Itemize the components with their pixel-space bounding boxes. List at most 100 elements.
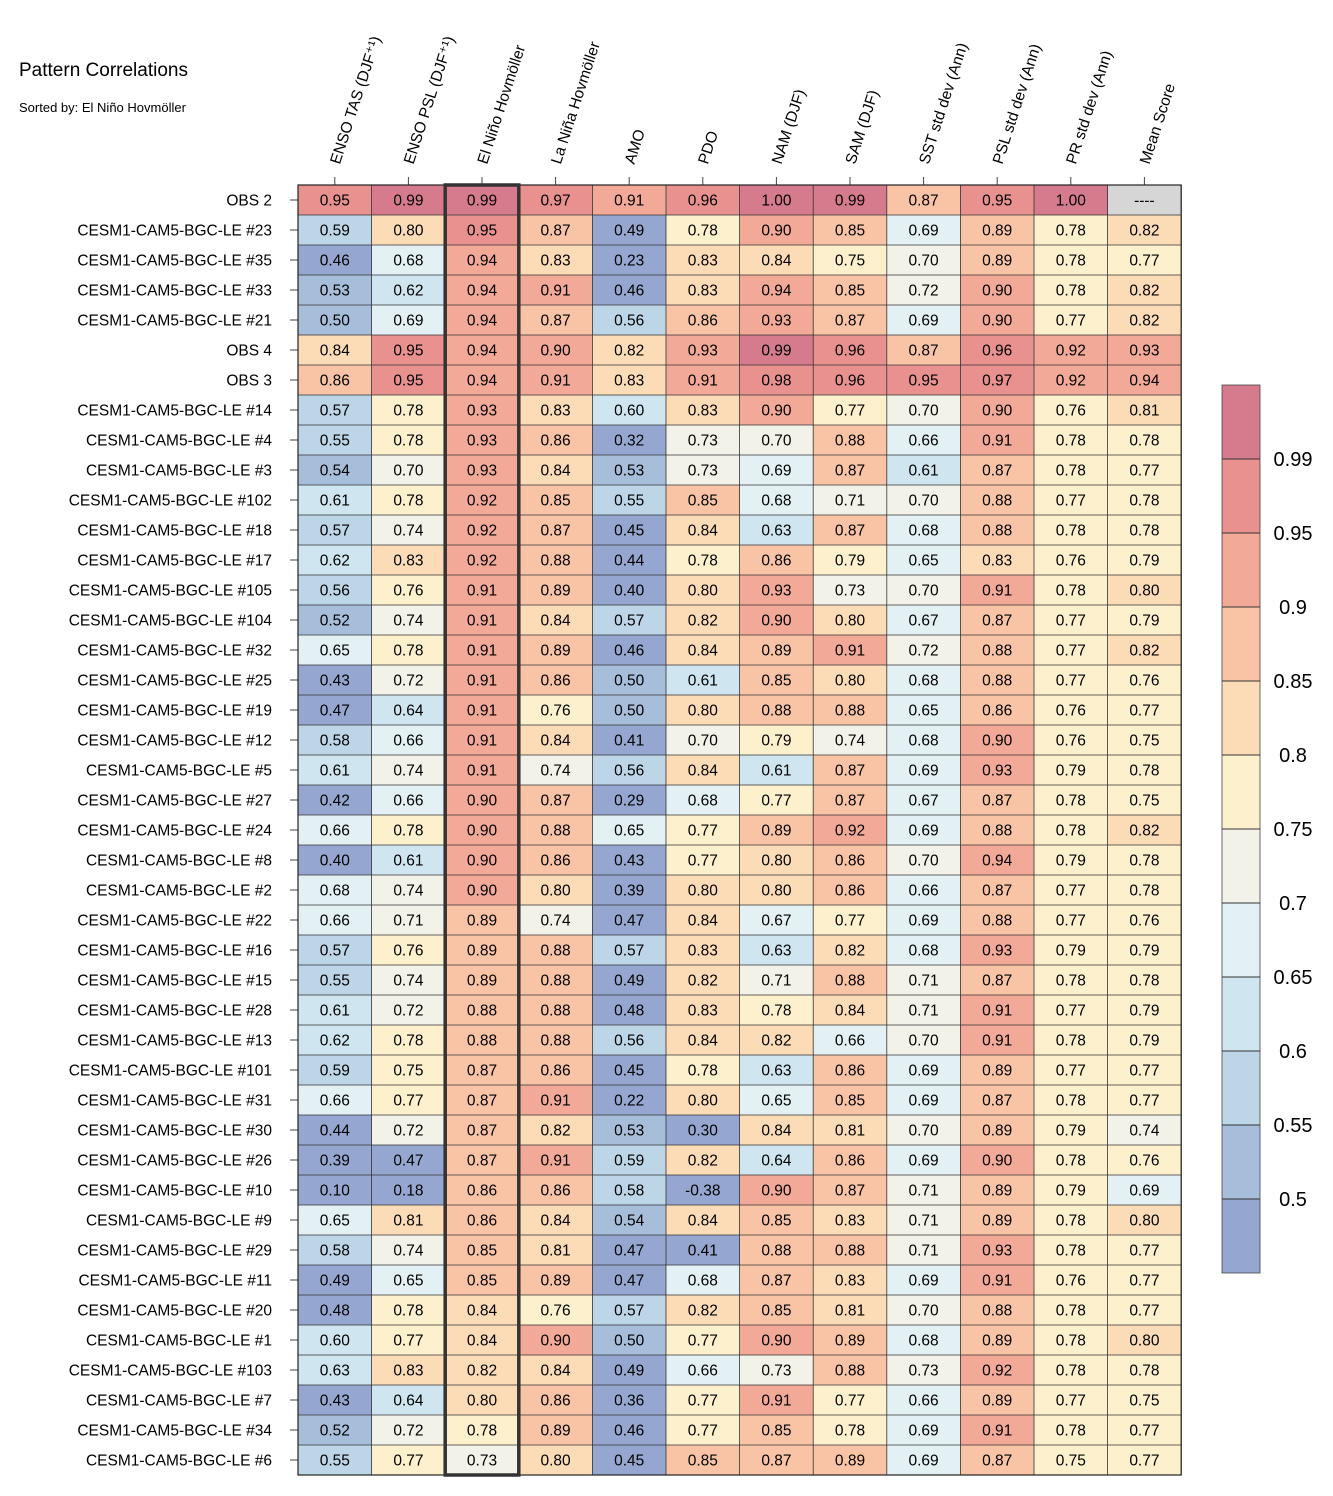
cell-value: 0.85 [688,493,718,510]
cell-value: 0.68 [688,1273,718,1290]
cell-value: 0.87 [835,523,865,540]
cell-value: 0.92 [835,823,865,840]
cell-value: 0.88 [835,973,865,990]
cell-value: 0.67 [909,793,939,810]
colorbar-segment [1222,459,1260,533]
heatmap-cell [1034,995,1108,1025]
row-label: CESM1-CAM5-BGC-LE #24 [77,823,272,840]
heatmap-cell [298,755,372,785]
heatmap-cell [1107,455,1182,485]
cell-value: 0.82 [614,343,644,360]
cell-value: 0.88 [761,703,791,720]
cell-value: 0.69 [909,1093,939,1110]
heatmap-cell [1107,275,1182,305]
cell-value: 0.78 [1056,433,1086,450]
heatmap-cell [371,1115,446,1145]
cell-value: 0.55 [320,1453,350,1470]
cell-value: 0.43 [614,853,644,870]
heatmap-cell [1107,305,1182,335]
cell-value: 0.96 [982,343,1012,360]
cell-value: 0.69 [761,463,791,480]
cell-value: 0.66 [320,823,350,840]
cell-value: 0.77 [688,1423,718,1440]
cell-value: 0.67 [909,613,939,630]
heatmap-cell [1034,815,1108,845]
colorbar-tick-label: 0.7 [1279,893,1307,915]
row-label: CESM1-CAM5-BGC-LE #101 [69,1063,272,1080]
cell-value: 0.88 [835,1243,865,1260]
heatmap-cell [739,275,814,305]
heatmap-cell [739,305,814,335]
heatmap-cell [960,725,1034,755]
heatmap-cell [813,605,887,635]
heatmap-cell [298,965,372,995]
cell-value: 0.88 [761,1243,791,1260]
heatmap-cell [592,1265,666,1295]
heatmap-cell [666,725,740,755]
cell-value: 0.83 [688,403,718,420]
heatmap-cell [666,665,740,695]
cell-value: 0.78 [1056,1303,1086,1320]
cell-value: 0.84 [688,523,719,540]
cell-value: 0.77 [1056,493,1086,510]
cell-value: 0.83 [835,1273,865,1290]
cell-value: 0.95 [467,223,497,240]
heatmap-cell [445,1265,519,1295]
heatmap-cell [592,785,666,815]
cell-value: 0.71 [761,973,791,990]
heatmap-cell [886,875,961,905]
cell-value: 0.73 [835,583,865,600]
cell-value: 0.87 [467,1153,497,1170]
heatmap-cell [1034,1025,1108,1055]
cell-value: 0.50 [320,313,351,330]
heatmap-cell [518,1145,593,1175]
cell-value: 0.78 [688,1063,718,1080]
cell-value: 0.61 [320,1003,350,1020]
heatmap-cell [886,845,961,875]
cell-value: 0.95 [982,193,1012,210]
cell-value: 0.72 [393,1423,423,1440]
heatmap-cell [518,905,593,935]
heatmap-cell [592,905,666,935]
cell-value: 0.10 [320,1183,351,1200]
row-label: CESM1-CAM5-BGC-LE #19 [77,703,272,720]
cell-value: 0.49 [614,1363,644,1380]
heatmap-cell [813,395,887,425]
heatmap-cell [960,815,1034,845]
heatmap-cell [739,695,814,725]
heatmap-cell [886,905,961,935]
heatmap-cell [813,935,887,965]
cell-value: 0.77 [688,1333,718,1350]
cell-value: 0.76 [541,703,571,720]
cell-value: 0.44 [320,1123,351,1140]
cell-value: 0.78 [393,1303,423,1320]
cell-value: 0.87 [835,313,865,330]
heatmap-cell [960,305,1034,335]
cell-value: 0.85 [761,1213,791,1230]
heatmap-cell [1034,365,1108,395]
heatmap-cell [1034,1235,1108,1265]
cell-value: 0.87 [467,1063,497,1080]
row-label: CESM1-CAM5-BGC-LE #35 [77,253,272,270]
cell-value: 0.76 [1129,1153,1159,1170]
heatmap-cell [739,1325,814,1355]
cell-value: 0.43 [320,1393,350,1410]
heatmap-cell [592,1325,666,1355]
row-label: CESM1-CAM5-BGC-LE #3 [86,463,272,480]
cell-value: 0.77 [688,823,718,840]
heatmap-cell [813,1025,887,1055]
cell-value: 0.72 [393,1003,423,1020]
heatmap-cell [445,1085,519,1115]
cell-value: 0.63 [761,943,791,960]
heatmap-cell [813,245,887,275]
cell-value: 0.86 [835,1063,865,1080]
heatmap-cell [445,365,519,395]
cell-value: 0.92 [467,553,497,570]
heatmap-cell [666,245,740,275]
cell-value: 0.44 [614,553,645,570]
heatmap-cell [960,515,1034,545]
heatmap-cell [813,1265,887,1295]
heatmap-cell [592,1235,666,1265]
heatmap-cell [739,755,814,785]
